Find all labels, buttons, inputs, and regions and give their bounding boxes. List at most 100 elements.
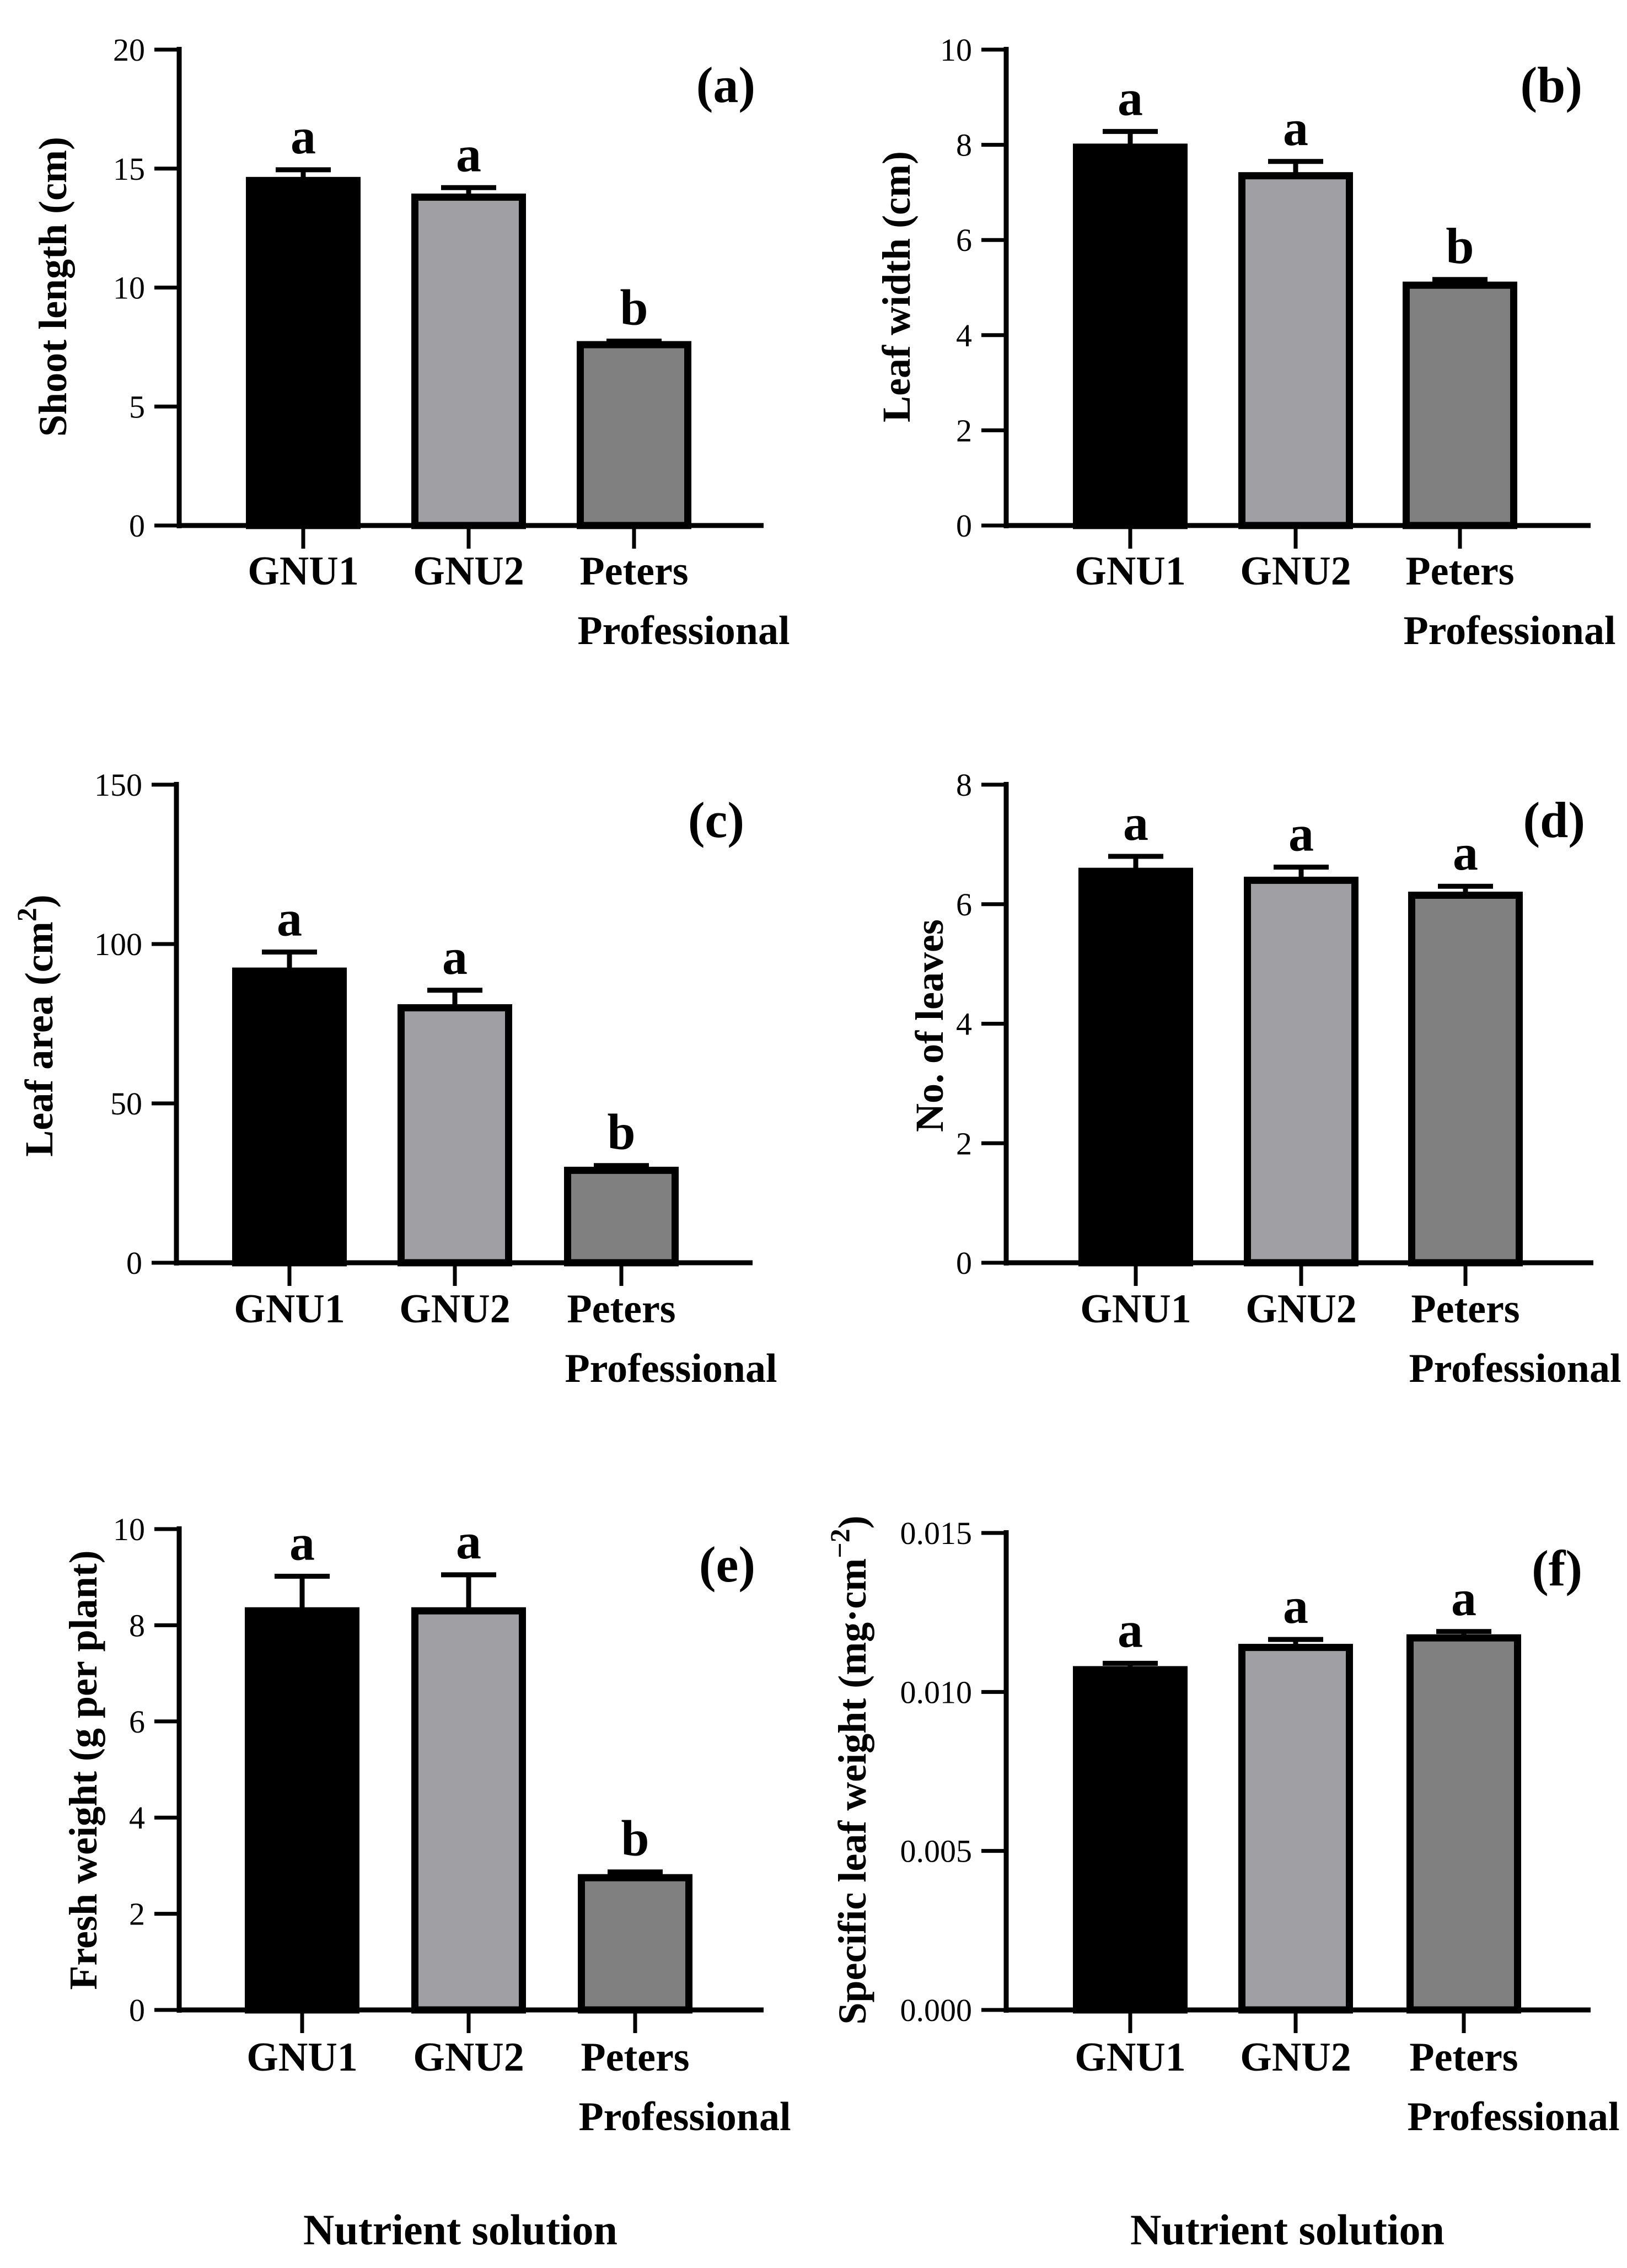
y-tick-label-b-3: 6 [956,222,972,258]
x-tick-label-line2-f-3: Professional [1407,2094,1619,2140]
y-tick-label-d-2: 4 [956,1006,972,1042]
bar-d-1 [1078,867,1193,1267]
x-tick-label-d-1: GNU1 [1080,1286,1191,1332]
y-tick-label-e-5: 10 [113,1511,145,1547]
x-tick-label-c-3: Peters [567,1286,675,1332]
y-tick-label-e-2: 4 [129,1800,145,1836]
panel-f: a a a 0.000 0.005 0.010 0.015 GNU1 GNU2 Peters Pro… [824,1515,1620,2254]
bar-f-1 [1073,1666,1188,2014]
panel-b: a a b 0 2 4 6 8 10 GNU1 GNU2 Peters Professional (b) L… [874,32,1616,653]
panel-label-c: (c) [688,792,744,848]
bar-f-3 [1406,1634,1521,2014]
significance-letter-b-3: b [1446,218,1474,274]
bar-a-3 [577,341,691,529]
bar-c-3 [564,1166,679,1267]
y-axis-label-a: Shoot length (cm) [31,137,75,437]
significance-letter-e-2: a [456,1513,481,1569]
x-tick-label-c-1: GNU1 [234,1286,345,1332]
y-tick-label-b-4: 8 [956,127,972,163]
y-tick-label-c-2: 100 [94,926,142,962]
y-axis-label-sup-f: −2 [824,1529,855,1558]
bar-a-1 [246,176,361,529]
significance-letter-a-2: a [456,126,481,182]
significance-letter-e-3: b [621,1810,649,1867]
y-tick-label-d-1: 2 [956,1125,972,1161]
x-tick-label-line2-c-3: Professional [565,1346,777,1391]
bar-c-2 [398,1004,512,1267]
bar-e-1 [245,1607,359,2014]
panel-label-f: (f) [1532,1540,1582,1596]
significance-letter-b-2: a [1283,100,1308,156]
significance-letter-e-1: a [289,1514,315,1570]
significance-letter-a-1: a [291,108,316,164]
significance-letter-c-3: b [607,1104,635,1160]
x-tick-label-a-2: GNU2 [413,549,524,594]
x-tick-label-c-2: GNU2 [399,1286,510,1332]
x-tick-label-b-3: Peters [1405,549,1514,594]
y-axis-label-f: Specific leaf weight (mg·cm−2) [824,1515,874,2024]
y-tick-label-e-0: 0 [129,1992,145,2028]
x-tick-label-f-1: GNU1 [1075,2035,1185,2080]
x-axis-title-e: Nutrient solution [303,2206,617,2254]
bar-e-3 [578,1874,692,2014]
panel-label-e: (e) [699,1536,755,1593]
significance-letter-f-3: a [1451,1570,1476,1626]
y-tick-label-e-3: 6 [129,1704,145,1740]
bar-e-2 [411,1607,526,2014]
y-tick-label-e-4: 8 [129,1607,145,1643]
y-axis-label-end-f: ) [830,1515,874,1529]
y-axis-label-c: Leaf area (cm2) [11,894,61,1156]
bar-d-2 [1244,876,1358,1267]
x-tick-label-d-2: GNU2 [1245,1286,1356,1332]
significance-letter-c-1: a [277,890,302,946]
significance-letter-c-2: a [442,929,468,985]
x-tick-label-b-1: GNU1 [1075,549,1185,594]
significance-letter-a-3: b [620,280,648,336]
y-axis-label-text-a: Shoot length (cm) [31,137,75,437]
significance-letter-f-2: a [1283,1578,1308,1634]
panel-d: a a a 0 2 4 6 8 GNU1 GNU2 Peters Professional (d) No.… [908,767,1621,1391]
x-tick-label-e-2: GNU2 [413,2035,524,2080]
panel-label-d: (d) [1523,792,1585,848]
significance-letter-d-2: a [1288,806,1314,862]
y-axis-label-text-b: Leaf width (cm) [874,151,919,422]
bar-b-3 [1403,281,1517,529]
y-tick-label-d-3: 6 [956,887,972,923]
panel-e: a a b 0 2 4 6 8 10 GNU1 GNU2 Peters Professional (e) F… [61,1511,791,2254]
significance-letter-d-3: a [1453,824,1478,881]
panel-a: a a b 0 5 10 15 20 GNU1 GNU2 Peters Professional (a)… [31,32,790,653]
y-tick-label-f-0: 0.000 [900,1992,973,2028]
y-tick-label-f-1: 0.005 [900,1833,973,1869]
x-tick-label-a-3: Peters [579,549,688,594]
y-tick-label-c-3: 150 [94,767,142,803]
y-axis-label-d: No. of leaves [908,919,952,1132]
bar-a-2 [411,194,526,529]
y-axis-label-text-f: Specific leaf weight (mg·cm [830,1558,874,2025]
x-tick-label-d-3: Peters [1411,1286,1519,1332]
x-tick-label-line2-d-3: Professional [1409,1346,1621,1391]
bar-d-3 [1408,891,1523,1267]
y-tick-label-f-2: 0.010 [900,1674,973,1710]
y-tick-label-b-0: 0 [956,508,972,544]
y-axis-label-sup-c: 2 [11,908,42,921]
y-tick-label-a-0: 0 [129,508,145,544]
x-tick-label-e-1: GNU1 [246,2035,357,2080]
x-tick-label-line2-e-3: Professional [578,2094,791,2140]
y-tick-label-a-2: 10 [113,270,145,306]
panel-label-a: (a) [696,57,755,113]
y-tick-label-d-4: 8 [956,767,972,803]
y-tick-label-f-3: 0.015 [900,1515,973,1551]
x-tick-label-b-2: GNU2 [1240,549,1351,594]
y-tick-label-b-2: 4 [956,318,972,353]
significance-letter-d-1: a [1123,795,1148,851]
y-tick-label-a-3: 15 [113,151,145,187]
x-tick-label-f-2: GNU2 [1240,2035,1351,2080]
x-tick-label-a-1: GNU1 [248,549,358,594]
y-tick-label-a-4: 20 [113,32,145,68]
y-tick-label-a-1: 5 [129,389,145,425]
significance-letter-f-1: a [1118,1601,1143,1658]
bar-b-1 [1073,143,1188,529]
y-tick-label-d-0: 0 [956,1245,972,1281]
bar-c-1 [232,967,347,1267]
